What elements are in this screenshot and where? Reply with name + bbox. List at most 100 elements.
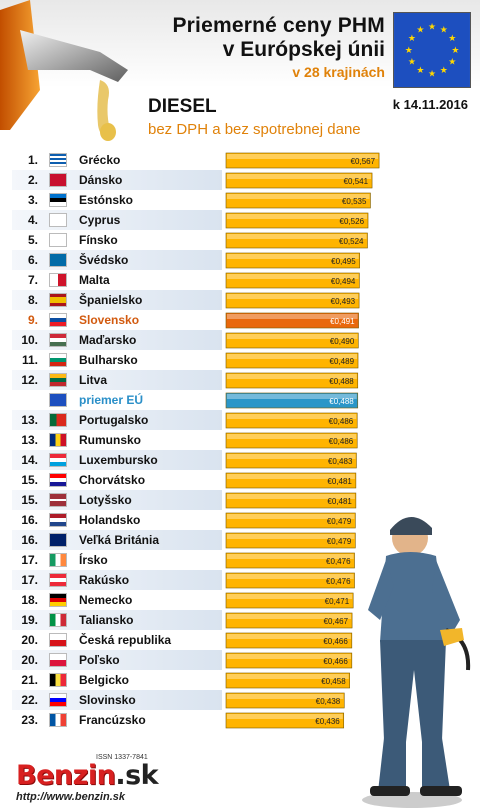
country-label: Španielsko <box>79 293 143 307</box>
table-row: 19. Taliansko <box>12 610 222 630</box>
benzin-logo[interactable]: Benzin.sk <box>16 760 159 791</box>
bar-Dánsko <box>225 172 373 189</box>
bar-Rumunsko <box>225 432 358 449</box>
country-label: Litva <box>79 373 108 387</box>
table-row: 20. Česká republika <box>12 630 222 650</box>
site-url-link[interactable]: http://www.benzin.sk <box>16 791 125 803</box>
bar-Česká republika <box>225 632 353 649</box>
country-label: Taliansko <box>79 613 134 627</box>
rank-label: 9. <box>27 313 38 327</box>
bar-Poľsko <box>225 652 353 669</box>
bar-highlight-shine <box>227 214 368 219</box>
bar-Litva <box>225 372 359 389</box>
rank-label: 4. <box>27 213 38 227</box>
bar-highlight-shine <box>227 274 359 279</box>
eu-star-icon: ★ <box>408 33 416 43</box>
rank-label: 15. <box>21 493 38 507</box>
bar-value-label: €0,438 <box>316 697 341 706</box>
table-row: 12. Litva <box>12 370 222 390</box>
bar-value-label: €0,466 <box>323 657 348 666</box>
bar-Cyprus <box>225 212 369 229</box>
rank-label: 8. <box>27 293 38 307</box>
bar-Nemecko <box>225 592 354 609</box>
country-label: Bulharsko <box>79 353 138 367</box>
ireland-flag-icon <box>49 553 67 567</box>
bar-highlight-shine <box>227 474 355 479</box>
table-row: 13. Portugalsko <box>12 410 222 430</box>
finland-flag-icon <box>49 233 67 247</box>
eu-star-icon: ★ <box>416 25 424 35</box>
eu-star-icon: ★ <box>440 25 448 35</box>
bar-highlight-shine <box>227 254 359 259</box>
italy-flag-icon <box>49 613 67 627</box>
country-label: Maďarsko <box>79 333 137 347</box>
fuel-nozzle-icon <box>0 0 128 141</box>
bar-highlight-shine <box>227 634 351 639</box>
country-label: Fínsko <box>79 233 118 247</box>
germany-flag-icon <box>49 593 67 607</box>
rank-label: 2. <box>27 173 38 187</box>
rank-label: 20. <box>21 633 38 647</box>
bar-value-label: €0,471 <box>325 597 350 606</box>
bar-highlight-shine <box>227 454 356 459</box>
table-row: 10. Maďarsko <box>12 330 222 350</box>
bar-Portugalsko <box>225 412 358 429</box>
bar-Maďarsko <box>225 332 359 349</box>
table-row: 11. Bulharsko <box>12 350 222 370</box>
rank-label: 5. <box>27 233 38 247</box>
country-label: Belgicko <box>79 673 130 687</box>
bar-Holandsko <box>225 512 356 529</box>
country-label: Grécko <box>79 153 121 167</box>
rank-label: 16. <box>21 533 38 547</box>
bar-highlight-shine <box>227 614 352 619</box>
latvia-flag-icon <box>49 493 67 507</box>
bar-value-label: €0,483 <box>328 457 353 466</box>
bar-highlight-shine <box>227 234 367 239</box>
country-label: Luxembursko <box>79 453 158 467</box>
bar-value-label: €0,493 <box>331 297 356 306</box>
country-label: Malta <box>79 273 110 287</box>
country-label: Chorvátsko <box>79 473 146 487</box>
rank-label: 3. <box>27 193 38 207</box>
country-label: Slovensko <box>79 313 140 327</box>
table-row: 16. Veľká Británia <box>12 530 222 550</box>
spain-flag-icon <box>49 293 67 307</box>
bar-Malta <box>225 272 360 289</box>
bar-Španielsko <box>225 292 360 309</box>
bar-value-label: €0,476 <box>326 557 351 566</box>
eu-star-icon: ★ <box>405 45 413 55</box>
eu-star-icon: ★ <box>448 57 456 67</box>
table-row: 15. Lotyšsko <box>12 490 222 510</box>
netherlands-flag-icon <box>49 513 67 527</box>
country-label: Francúzsko <box>79 713 146 727</box>
estonia-flag-icon <box>49 193 67 207</box>
bar-highlight-shine <box>227 694 344 699</box>
bar-Francúzsko <box>225 712 345 729</box>
table-row: 23. Francúzsko <box>12 710 222 730</box>
bar-value-label: €0,535 <box>342 197 367 206</box>
bar-value-label: €0,495 <box>331 257 356 266</box>
bar-value-label: €0,486 <box>329 437 354 446</box>
bar-value-label: €0,467 <box>324 617 349 626</box>
table-row: 9. Slovensko <box>12 310 222 330</box>
eu-flag-icon: ★★★★★★★★★ ★ ★★ <box>393 12 471 88</box>
denmark-flag-icon <box>49 173 67 187</box>
czechia-flag-icon <box>49 633 67 647</box>
rank-label: 13. <box>21 433 38 447</box>
bar-Luxembursko <box>225 452 357 469</box>
table-row: 21. Belgicko <box>12 670 222 690</box>
bar-highlight-shine <box>227 434 357 439</box>
table-row: 18. Nemecko <box>12 590 222 610</box>
bar-Estónsko <box>225 192 371 209</box>
table-row: 1. Grécko <box>12 150 222 170</box>
bar-highlight-shine <box>227 174 372 179</box>
country-label: Rakúsko <box>79 573 130 587</box>
bar-value-label: €0,491 <box>330 317 355 326</box>
portugal-flag-icon <box>49 413 67 427</box>
bulgaria-flag-icon <box>49 353 67 367</box>
bar-Írsko <box>225 552 355 569</box>
table-row: 17. Írsko <box>12 550 222 570</box>
bar-highlight-shine <box>227 494 355 499</box>
rank-label: 21. <box>21 673 38 687</box>
slovakia-flag-icon <box>49 313 67 327</box>
